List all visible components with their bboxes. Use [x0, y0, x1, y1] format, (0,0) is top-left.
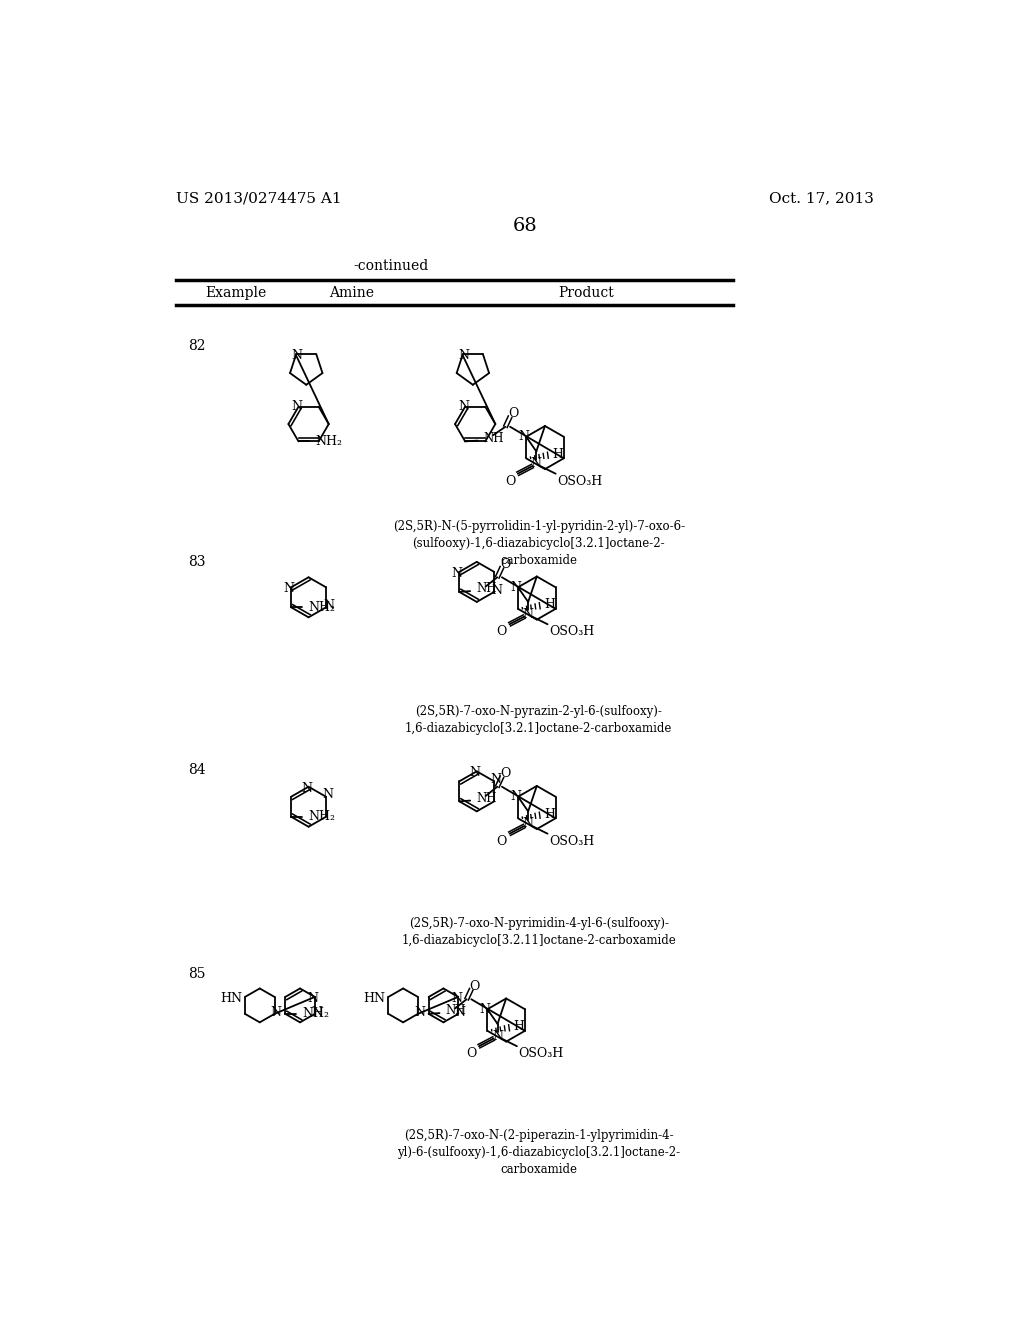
Text: OSO₃H: OSO₃H: [549, 834, 594, 847]
Text: H: H: [553, 447, 563, 461]
Text: N: N: [284, 582, 294, 595]
Text: NH₂: NH₂: [308, 810, 335, 824]
Text: -continued: -continued: [354, 259, 429, 273]
Text: N: N: [452, 991, 462, 1005]
Text: N: N: [518, 430, 529, 444]
Text: N: N: [414, 1006, 425, 1019]
Text: N: N: [323, 599, 334, 612]
Text: OSO₃H: OSO₃H: [557, 475, 602, 488]
Text: N: N: [522, 817, 534, 830]
Text: N: N: [323, 788, 333, 801]
Text: H: H: [545, 808, 555, 821]
Text: HN: HN: [220, 991, 242, 1005]
Text: N: N: [311, 1006, 322, 1019]
Text: O: O: [469, 979, 479, 993]
Text: N: N: [308, 991, 318, 1005]
Text: Oct. 17, 2013: Oct. 17, 2013: [769, 191, 873, 206]
Text: O: O: [497, 834, 507, 847]
Text: Product: Product: [558, 286, 613, 300]
Text: O: O: [508, 407, 518, 420]
Text: H: H: [545, 598, 555, 611]
Text: NH: NH: [483, 432, 504, 445]
Text: N: N: [490, 772, 502, 785]
Text: NH₂: NH₂: [302, 1007, 330, 1020]
Text: N: N: [458, 350, 469, 362]
Text: OSO₃H: OSO₃H: [518, 1047, 563, 1060]
Text: N: N: [530, 457, 542, 470]
Text: N: N: [458, 400, 469, 413]
Text: O: O: [466, 1047, 476, 1060]
Text: Example: Example: [206, 286, 266, 300]
Text: 84: 84: [188, 763, 206, 777]
Text: N: N: [455, 1006, 465, 1019]
Text: N: N: [292, 400, 302, 413]
Text: (2S,5R)-N-(5-pyrrolidin-1-yl-pyridin-2-yl)-7-oxo-6-
(sulfooxy)-1,6-diazabicyclo[: (2S,5R)-N-(5-pyrrolidin-1-yl-pyridin-2-y…: [392, 520, 685, 568]
Text: N: N: [470, 767, 480, 779]
Text: HN: HN: [364, 991, 385, 1005]
Text: N: N: [492, 583, 502, 597]
Text: N: N: [292, 350, 302, 362]
Text: (2S,5R)-7-oxo-N-pyrazin-2-yl-6-(sulfooxy)-
1,6-diazabicyclo[3.2.1]octane-2-carbo: (2S,5R)-7-oxo-N-pyrazin-2-yl-6-(sulfooxy…: [406, 705, 673, 735]
Text: 68: 68: [512, 218, 538, 235]
Text: O: O: [500, 557, 510, 570]
Text: N: N: [452, 566, 463, 579]
Text: US 2013/0274475 A1: US 2013/0274475 A1: [176, 191, 342, 206]
Text: (2S,5R)-7-oxo-N-pyrimidin-4-yl-6-(sulfooxy)-
1,6-diazabicyclo[3.2.11]octane-2-ca: (2S,5R)-7-oxo-N-pyrimidin-4-yl-6-(sulfoo…: [401, 917, 676, 946]
Text: N: N: [522, 607, 534, 620]
Text: 82: 82: [188, 339, 206, 354]
Text: OSO₃H: OSO₃H: [549, 626, 594, 639]
Text: NH: NH: [476, 582, 497, 595]
Text: NH₂: NH₂: [308, 601, 335, 614]
Text: N: N: [493, 1030, 503, 1043]
Text: O: O: [500, 767, 510, 780]
Text: Amine: Amine: [330, 286, 375, 300]
Text: N: N: [479, 1003, 490, 1016]
Text: 85: 85: [188, 966, 206, 981]
Text: O: O: [497, 626, 507, 639]
Text: O: O: [505, 475, 515, 488]
Text: NH₂: NH₂: [315, 434, 343, 447]
Text: H: H: [514, 1020, 524, 1034]
Text: N: N: [270, 1006, 282, 1019]
Text: 83: 83: [188, 554, 206, 569]
Text: N: N: [510, 581, 521, 594]
Text: N: N: [510, 791, 521, 804]
Text: NH: NH: [476, 792, 497, 805]
Text: N: N: [301, 781, 312, 795]
Text: (2S,5R)-7-oxo-N-(2-piperazin-1-ylpyrimidin-4-
yl)-6-(sulfooxy)-1,6-diazabicyclo[: (2S,5R)-7-oxo-N-(2-piperazin-1-ylpyrimid…: [397, 1129, 680, 1176]
Text: NH: NH: [445, 1005, 466, 1018]
